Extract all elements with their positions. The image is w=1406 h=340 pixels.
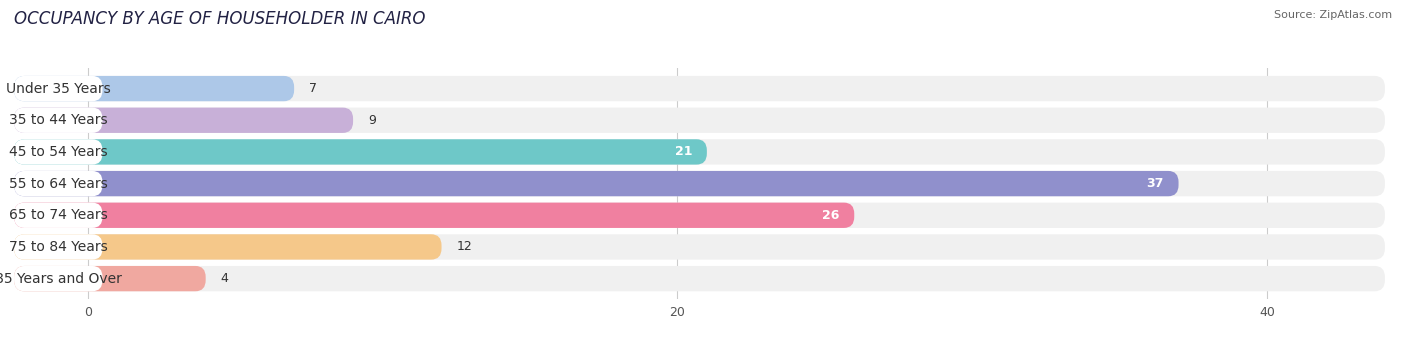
FancyBboxPatch shape bbox=[14, 107, 1385, 133]
FancyBboxPatch shape bbox=[14, 107, 103, 133]
Text: 85 Years and Over: 85 Years and Over bbox=[0, 272, 122, 286]
FancyBboxPatch shape bbox=[14, 76, 1385, 101]
FancyBboxPatch shape bbox=[14, 171, 103, 196]
FancyBboxPatch shape bbox=[14, 107, 353, 133]
FancyBboxPatch shape bbox=[14, 266, 205, 291]
Text: 55 to 64 Years: 55 to 64 Years bbox=[8, 176, 108, 191]
FancyBboxPatch shape bbox=[14, 171, 1178, 196]
FancyBboxPatch shape bbox=[14, 171, 1385, 196]
Text: 12: 12 bbox=[457, 240, 472, 253]
Text: 26: 26 bbox=[823, 209, 839, 222]
Text: 21: 21 bbox=[675, 146, 692, 158]
FancyBboxPatch shape bbox=[14, 203, 103, 228]
FancyBboxPatch shape bbox=[14, 139, 103, 165]
Text: Under 35 Years: Under 35 Years bbox=[6, 82, 111, 96]
FancyBboxPatch shape bbox=[14, 234, 103, 260]
Text: 45 to 54 Years: 45 to 54 Years bbox=[8, 145, 108, 159]
Text: 35 to 44 Years: 35 to 44 Years bbox=[8, 113, 108, 127]
FancyBboxPatch shape bbox=[14, 203, 1385, 228]
FancyBboxPatch shape bbox=[14, 266, 1385, 291]
FancyBboxPatch shape bbox=[14, 266, 103, 291]
Text: 65 to 74 Years: 65 to 74 Years bbox=[8, 208, 108, 222]
FancyBboxPatch shape bbox=[14, 234, 441, 260]
Text: OCCUPANCY BY AGE OF HOUSEHOLDER IN CAIRO: OCCUPANCY BY AGE OF HOUSEHOLDER IN CAIRO bbox=[14, 10, 426, 28]
FancyBboxPatch shape bbox=[14, 76, 103, 101]
Text: 7: 7 bbox=[309, 82, 316, 95]
FancyBboxPatch shape bbox=[14, 139, 1385, 165]
FancyBboxPatch shape bbox=[14, 234, 1385, 260]
FancyBboxPatch shape bbox=[14, 76, 294, 101]
Text: 37: 37 bbox=[1146, 177, 1164, 190]
FancyBboxPatch shape bbox=[14, 139, 707, 165]
Text: 9: 9 bbox=[368, 114, 375, 127]
FancyBboxPatch shape bbox=[14, 203, 855, 228]
Text: 75 to 84 Years: 75 to 84 Years bbox=[8, 240, 108, 254]
Text: 4: 4 bbox=[221, 272, 228, 285]
Text: Source: ZipAtlas.com: Source: ZipAtlas.com bbox=[1274, 10, 1392, 20]
